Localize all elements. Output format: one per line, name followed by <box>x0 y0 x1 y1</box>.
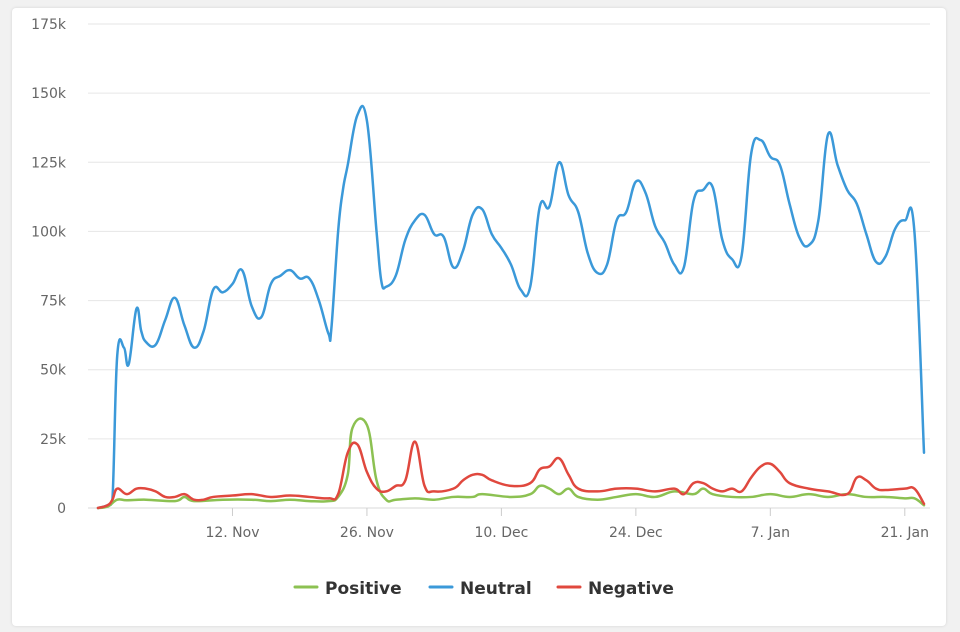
y-tick-label: 100k <box>31 224 67 240</box>
y-axis-tick-labels: 0 25k 50k 75k 100k 125k 150k 175k <box>31 17 67 517</box>
legend-label: Negative <box>588 579 674 599</box>
x-tick-label: 24. Dec <box>609 525 663 541</box>
legend-item-neutral[interactable]: Neutral <box>428 579 532 599</box>
x-tick-label: 10. Dec <box>474 525 528 541</box>
legend-item-positive[interactable]: Positive <box>293 579 402 599</box>
chart-card <box>12 8 946 626</box>
legend-label: Neutral <box>460 579 532 599</box>
y-tick-label: 75k <box>40 294 67 310</box>
y-tick-label: 0 <box>57 501 66 517</box>
y-tick-label: 175k <box>31 17 67 33</box>
y-tick-label: 50k <box>40 363 67 379</box>
legend-label: Positive <box>325 579 402 599</box>
x-tick-label: 12. Nov <box>205 525 259 541</box>
x-tick-label: 26. Nov <box>340 525 394 541</box>
series-line-neutral <box>96 104 926 510</box>
x-axis-tick-labels: 12. Nov 26. Nov 10. Dec 24. Dec 7. Jan 21. Ja… <box>205 508 929 541</box>
series-line-positive <box>96 417 926 510</box>
y-tick-label: 125k <box>31 155 67 171</box>
legend: Positive Neutral Negative <box>293 579 674 599</box>
x-tick-label: 21. Jan <box>881 525 929 541</box>
y-tick-label: 25k <box>40 432 67 448</box>
series-lines <box>96 104 926 510</box>
series-line-negative <box>96 440 926 510</box>
y-tick-label: 150k <box>31 86 67 102</box>
legend-item-negative[interactable]: Negative <box>556 579 674 599</box>
gridlines <box>88 23 930 509</box>
x-tick-label: 7. Jan <box>751 525 790 541</box>
